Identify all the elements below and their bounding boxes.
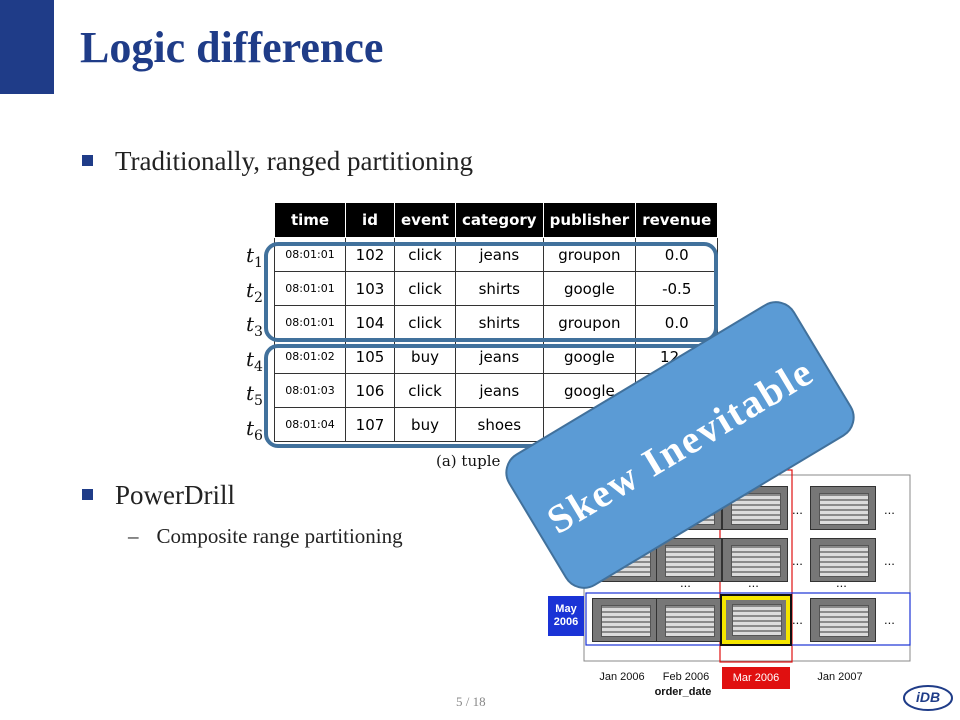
ellipsis: ... bbox=[680, 575, 691, 590]
title-accent-bar bbox=[0, 0, 54, 94]
row-label: t1 bbox=[246, 243, 263, 271]
table-cell: shirts bbox=[455, 271, 544, 306]
table-cell: 104 bbox=[345, 305, 395, 340]
x-axis-label: Jan 2006 bbox=[599, 671, 645, 683]
table-cell: shoes bbox=[455, 407, 544, 442]
bullet-square-icon bbox=[82, 489, 93, 501]
table-cell: 08:01:01 bbox=[274, 305, 346, 340]
table-cell: shirts bbox=[455, 305, 544, 340]
table-header-row: time id event category publisher revenue bbox=[274, 202, 719, 238]
column-header: category bbox=[455, 202, 544, 238]
column-header: event bbox=[394, 202, 456, 238]
table-row: 08:01:01 103 click shirts google -0.5 bbox=[274, 271, 719, 306]
grid-cell bbox=[810, 598, 876, 642]
bullet-traditional-text: Traditionally, ranged partitioning bbox=[115, 146, 473, 176]
column-header: id bbox=[345, 202, 395, 238]
table-caption: (a) tuple bbox=[436, 452, 501, 470]
column-header: publisher bbox=[542, 202, 637, 238]
x-axis-label-highlighted: Mar 2006 bbox=[722, 667, 790, 689]
table-cell: click bbox=[394, 305, 456, 340]
tuple-row-labels: t1 t2 t3 t4 t5 t6 bbox=[246, 238, 263, 445]
grid-cell bbox=[722, 538, 788, 582]
table-cell: 08:01:04 bbox=[274, 407, 346, 442]
logo-text: iDB bbox=[916, 689, 940, 705]
row-label: t4 bbox=[246, 346, 263, 375]
ellipsis: ... bbox=[792, 553, 803, 568]
bullet-traditional: Traditionally, ranged partitioning bbox=[82, 146, 473, 177]
table-cell: click bbox=[394, 271, 456, 306]
table-cell: 08:01:01 bbox=[274, 271, 346, 306]
bullet-square-icon bbox=[82, 155, 93, 167]
row-label: t5 bbox=[246, 381, 263, 409]
may-row-highlight bbox=[585, 592, 911, 646]
slide-title: Logic difference bbox=[80, 23, 384, 72]
grid-cell bbox=[810, 486, 876, 530]
dash-icon: – bbox=[128, 524, 139, 548]
grid-cell bbox=[592, 598, 658, 642]
ellipsis: ... bbox=[884, 553, 895, 568]
ellipsis: ... bbox=[792, 502, 803, 517]
ellipsis: ... bbox=[792, 612, 803, 627]
table-cell: google bbox=[542, 271, 637, 306]
row-label: t6 bbox=[246, 415, 263, 444]
sub-bullet-composite: – Composite range partitioning bbox=[128, 524, 403, 549]
ellipsis: ... bbox=[884, 502, 895, 517]
table-cell: click bbox=[394, 373, 456, 408]
bullet-powerdrill-text: PowerDrill bbox=[115, 480, 235, 510]
ellipsis: ... bbox=[884, 612, 895, 627]
x-axis-title: order_date bbox=[654, 686, 712, 698]
bullet-powerdrill: PowerDrill bbox=[82, 480, 235, 511]
table-cell: -0.5 bbox=[635, 271, 719, 306]
ellipsis: ... bbox=[836, 575, 847, 590]
grid-cell bbox=[656, 598, 722, 642]
ellipsis: ... bbox=[748, 575, 759, 590]
grid-cell bbox=[656, 538, 722, 582]
grid-cell bbox=[810, 538, 876, 582]
grid-cell-highlighted bbox=[720, 594, 792, 646]
x-axis-label: Jan 2007 bbox=[817, 671, 863, 683]
table-cell: 08:01:03 bbox=[274, 373, 346, 408]
row-label: t3 bbox=[246, 312, 263, 340]
table-cell: 107 bbox=[345, 407, 395, 442]
page-number: 5 / 18 bbox=[456, 694, 486, 709]
table-row: 08:01:01 104 click shirts groupon 0.0 bbox=[274, 305, 719, 340]
column-header: revenue bbox=[635, 202, 719, 238]
x-axis-label: Feb 2006 bbox=[662, 671, 710, 683]
row-label-may-2006: May 2006 bbox=[548, 596, 584, 636]
column-header: time bbox=[274, 202, 346, 238]
row-label: t2 bbox=[246, 277, 263, 306]
idb-logo-icon: iDB bbox=[903, 685, 953, 711]
table-cell: buy bbox=[394, 407, 456, 442]
sub-bullet-text: Composite range partitioning bbox=[156, 524, 403, 548]
table-cell: jeans bbox=[455, 373, 544, 408]
partition-group-outline bbox=[264, 242, 718, 342]
